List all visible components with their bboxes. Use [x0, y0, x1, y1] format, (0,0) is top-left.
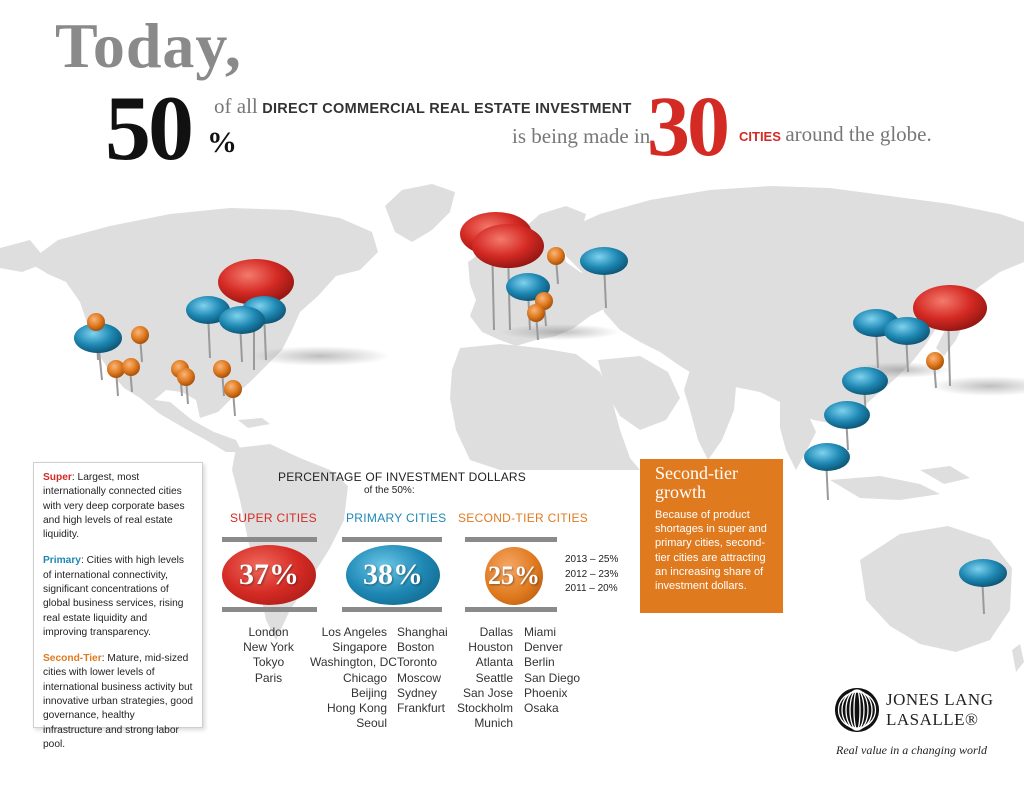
list-item: Tokyo — [252, 655, 285, 670]
trend-2011: 2011 – 20% — [565, 583, 618, 594]
primary-cities-list-1: Los Angeles Singapore Washington, DC Chi… — [310, 625, 397, 732]
list-item: Los Angeles — [321, 625, 387, 639]
second-tier-trend: 2013 – 25% 2012 – 23% 2011 – 20% — [565, 553, 618, 597]
category-super-label: SUPER CITIES — [230, 511, 317, 525]
legend-super-term: Super — [43, 472, 72, 483]
list-item: Washington, DC — [310, 655, 397, 670]
headline-investment: DIRECT COMMERCIAL REAL ESTATE INVESTMENT — [262, 101, 632, 117]
list-item: Miami — [524, 625, 556, 639]
list-item: Moscow — [397, 670, 442, 685]
list-item: San Diego — [524, 670, 581, 685]
trend-2012: 2012 – 23% — [565, 568, 619, 580]
headline-thirty: 30 — [647, 78, 730, 174]
list-item: Atlanta — [475, 655, 513, 670]
list-item: London — [248, 625, 289, 639]
second-tier-city-pins — [87, 247, 944, 398]
super-city-pins — [218, 212, 987, 331]
primary-city-pins — [74, 247, 1007, 587]
list-item: Singapore — [332, 640, 387, 655]
logo-line1: JONES LANG — [886, 690, 994, 709]
list-item: Stockholm — [456, 701, 513, 716]
list-item: Toronto — [397, 655, 438, 670]
category-primary-label: PRIMARY CITIES — [346, 511, 447, 525]
list-item: Boston — [397, 640, 435, 655]
second-top-bar — [465, 537, 557, 542]
primary-share-badge: 38% — [346, 545, 440, 605]
second-tier-growth-body: Because of product shortages in super an… — [655, 508, 767, 593]
list-item: Houston — [468, 640, 513, 655]
headline-being-made: is being made in — [512, 124, 651, 148]
list-item: Chicago — [342, 670, 387, 685]
list-item: Denver — [524, 640, 563, 655]
headline-today: Today, — [55, 10, 242, 81]
list-item: Seoul — [356, 716, 387, 731]
legend-primary: Primary: Cities with high levels of inte… — [43, 554, 194, 640]
list-item: Hong Kong — [326, 701, 387, 716]
jll-logo-wordmark: JONES LANG LASALLE® — [886, 690, 993, 730]
list-item: Beijing — [350, 685, 387, 700]
second-share-badge: 25% — [485, 547, 543, 605]
legend-primary-term: Primary — [43, 555, 81, 567]
list-item: Shanghai — [397, 625, 448, 639]
pin-shadows — [250, 324, 1024, 396]
city-tier-legend: Super: Largest, most internationally con… — [33, 462, 203, 750]
legend-super-text: : Largest, most internationally connecte… — [43, 472, 185, 541]
second-bottom-bar — [465, 607, 557, 612]
headline-of-all: of all — [214, 94, 258, 118]
legend-second-term: Second-Tier — [43, 653, 102, 665]
list-item: New York — [243, 640, 294, 655]
list-item: Berlin — [524, 655, 555, 670]
trend-2013: 2013 – 25% — [565, 554, 619, 565]
list-item: Frankfurt — [397, 701, 446, 716]
headline-around-globe: around the globe. — [785, 122, 932, 146]
list-item: Phoenix — [524, 685, 568, 700]
list-item: Dallas — [479, 625, 513, 639]
second-tier-cities-list-2: Miami Denver Berlin San Diego Phoenix Os… — [524, 625, 594, 716]
jll-tagline: Real value in a changing world — [836, 743, 987, 757]
legend-primary-text: : Cities with high levels of internation… — [43, 555, 185, 638]
primary-cities-list-2: Shanghai Boston Toronto Moscow Sydney Fr… — [397, 625, 467, 716]
headline-fifty: 50 — [105, 77, 194, 179]
list-item: Sydney — [397, 685, 438, 700]
headline-cities: CITIES — [739, 129, 781, 144]
super-cities-list: London New York Tokyo Paris — [240, 625, 297, 686]
second-tier-growth-title: Second-tier growth — [655, 463, 738, 502]
primary-bottom-bar — [342, 607, 442, 612]
legend-second-text: : Mature, mid-sized cities with lower le… — [43, 653, 194, 750]
super-bottom-bar — [222, 607, 317, 612]
headline-line1: of all DIRECT COMMERCIAL REAL ESTATE INV… — [214, 96, 632, 117]
investment-title: PERCENTAGE OF INVESTMENT DOLLARS — [278, 470, 526, 484]
headline-line3: CITIES around the globe. — [739, 124, 932, 145]
super-share-badge: 37% — [222, 545, 316, 605]
investment-subtitle: of the 50%: — [364, 485, 415, 496]
second-tier-cities-list-1: Dallas Houston Atlanta Seattle San Jose … — [455, 625, 513, 732]
primary-top-bar — [342, 537, 442, 542]
super-top-bar — [222, 537, 317, 542]
logo-line2: LASALLE® — [886, 710, 979, 730]
legend-second-tier: Second-Tier: Mature, mid-sized cities wi… — [43, 652, 194, 752]
list-item: Seattle — [475, 670, 513, 685]
list-item: Osaka — [524, 701, 559, 716]
category-second-label: SECOND-TIER CITIES — [458, 511, 589, 525]
list-item: Munich — [474, 716, 513, 731]
jll-logo-icon — [835, 688, 879, 732]
list-item: San Jose — [462, 685, 513, 700]
legend-super: Super: Largest, most internationally con… — [43, 471, 194, 542]
headline-percent-sign: % — [207, 126, 237, 159]
second-tier-growth-box: Second-tier growth Because of product sh… — [640, 459, 783, 613]
list-item: Paris — [254, 670, 283, 685]
